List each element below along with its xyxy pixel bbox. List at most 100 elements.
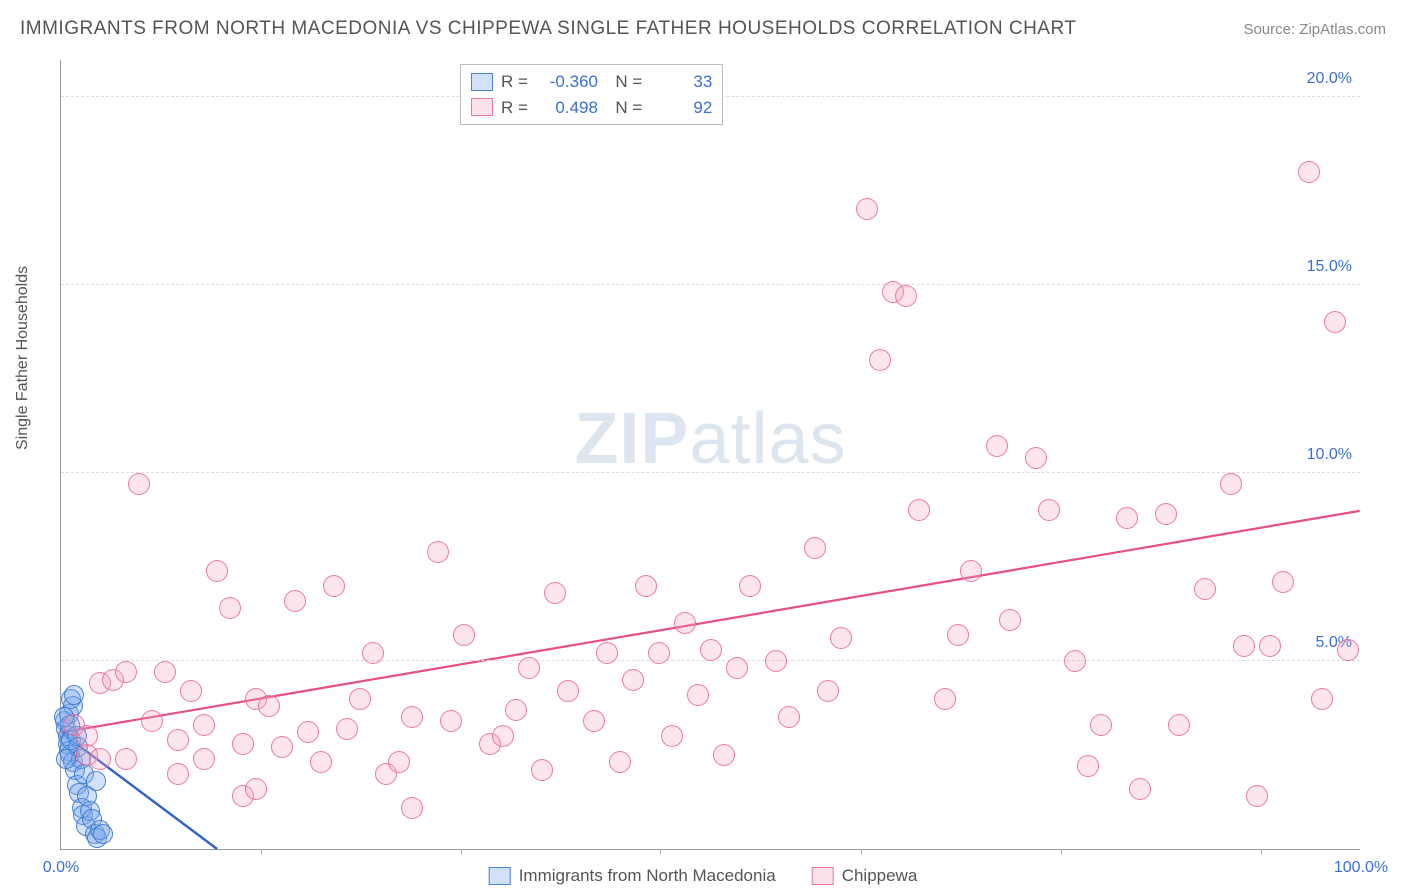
data-point-b: [778, 706, 800, 728]
x-tick-label: 100.0%: [1334, 859, 1388, 877]
data-point-b: [609, 751, 631, 773]
data-point-b: [1155, 503, 1177, 525]
legend-bottom: Immigrants from North Macedonia Chippewa: [489, 866, 918, 886]
data-point-b: [128, 473, 150, 495]
data-point-b: [401, 706, 423, 728]
legend-item: Chippewa: [812, 866, 918, 886]
data-point-a: [56, 749, 76, 769]
gridline: [61, 284, 1360, 285]
data-point-b: [141, 710, 163, 732]
data-point-b: [193, 714, 215, 736]
data-point-b: [362, 642, 384, 664]
data-point-b: [440, 710, 462, 732]
data-point-b: [596, 642, 618, 664]
data-point-b: [154, 661, 176, 683]
data-point-b: [505, 699, 527, 721]
y-axis-label: Single Father Households: [14, 266, 32, 450]
data-point-b: [388, 751, 410, 773]
data-point-b: [700, 639, 722, 661]
chart-header: IMMIGRANTS FROM NORTH MACEDONIA VS CHIPP…: [20, 18, 1386, 40]
data-point-b: [1324, 311, 1346, 333]
x-tick-mark: [861, 849, 862, 855]
data-point-b: [1337, 639, 1359, 661]
data-point-b: [1233, 635, 1255, 657]
data-point-b: [245, 778, 267, 800]
data-point-b: [1168, 714, 1190, 736]
data-point-b: [999, 609, 1021, 631]
data-point-b: [817, 680, 839, 702]
data-point-b: [310, 751, 332, 773]
data-point-b: [271, 736, 293, 758]
legend-stats-box: R =-0.360 N =33 R =0.498 N =92: [460, 64, 723, 125]
y-tick-label: 15.0%: [1307, 258, 1352, 276]
swatch-series-a: [489, 867, 511, 885]
data-point-b: [986, 435, 1008, 457]
data-point-b: [349, 688, 371, 710]
data-point-b: [206, 560, 228, 582]
data-point-b: [856, 198, 878, 220]
data-point-b: [167, 729, 189, 751]
x-tick-mark: [1261, 849, 1262, 855]
chart-title: IMMIGRANTS FROM NORTH MACEDONIA VS CHIPP…: [20, 18, 1076, 40]
data-point-b: [1220, 473, 1242, 495]
data-point-b: [908, 499, 930, 521]
legend-item: Immigrants from North Macedonia: [489, 866, 776, 886]
data-point-b: [765, 650, 787, 672]
data-point-b: [622, 669, 644, 691]
data-point-b: [492, 725, 514, 747]
data-point-b: [1311, 688, 1333, 710]
data-point-b: [869, 349, 891, 371]
legend-label: Chippewa: [842, 866, 918, 886]
chart-source: Source: ZipAtlas.com: [1243, 21, 1386, 38]
data-point-a: [86, 771, 106, 791]
data-point-b: [960, 560, 982, 582]
scatter-plot: ZIPatlas 5.0%10.0%15.0%20.0%0.0%100.0%: [60, 60, 1360, 850]
data-point-b: [934, 688, 956, 710]
n-value-a: 33: [650, 69, 712, 95]
swatch-series-b: [471, 98, 493, 116]
data-point-b: [323, 575, 345, 597]
data-point-b: [1246, 785, 1268, 807]
data-point-b: [284, 590, 306, 612]
data-point-b: [1038, 499, 1060, 521]
data-point-b: [219, 597, 241, 619]
watermark: ZIPatlas: [574, 398, 846, 480]
data-point-b: [544, 582, 566, 604]
x-tick-mark: [461, 849, 462, 855]
data-point-b: [895, 285, 917, 307]
data-point-b: [830, 627, 852, 649]
r-value-a: -0.360: [536, 69, 598, 95]
data-point-b: [401, 797, 423, 819]
data-point-b: [713, 744, 735, 766]
data-point-b: [1116, 507, 1138, 529]
legend-stats-row: R =-0.360 N =33: [471, 69, 712, 95]
data-point-b: [687, 684, 709, 706]
data-point-b: [115, 748, 137, 770]
y-tick-label: 20.0%: [1307, 70, 1352, 88]
data-point-b: [193, 748, 215, 770]
data-point-b: [167, 763, 189, 785]
data-point-a: [64, 685, 84, 705]
data-point-b: [297, 721, 319, 743]
data-point-b: [635, 575, 657, 597]
data-point-b: [1194, 578, 1216, 600]
data-point-b: [947, 624, 969, 646]
data-point-b: [648, 642, 670, 664]
data-point-b: [1090, 714, 1112, 736]
data-point-a: [93, 824, 113, 844]
data-point-b: [531, 759, 553, 781]
data-point-b: [557, 680, 579, 702]
data-point-b: [336, 718, 358, 740]
r-value-b: 0.498: [536, 95, 598, 121]
data-point-b: [258, 695, 280, 717]
data-point-b: [518, 657, 540, 679]
data-point-b: [583, 710, 605, 732]
data-point-b: [726, 657, 748, 679]
legend-label: Immigrants from North Macedonia: [519, 866, 776, 886]
gridline: [61, 472, 1360, 473]
data-point-b: [1064, 650, 1086, 672]
x-tick-mark: [261, 849, 262, 855]
swatch-series-b: [812, 867, 834, 885]
data-point-b: [453, 624, 475, 646]
data-point-b: [661, 725, 683, 747]
